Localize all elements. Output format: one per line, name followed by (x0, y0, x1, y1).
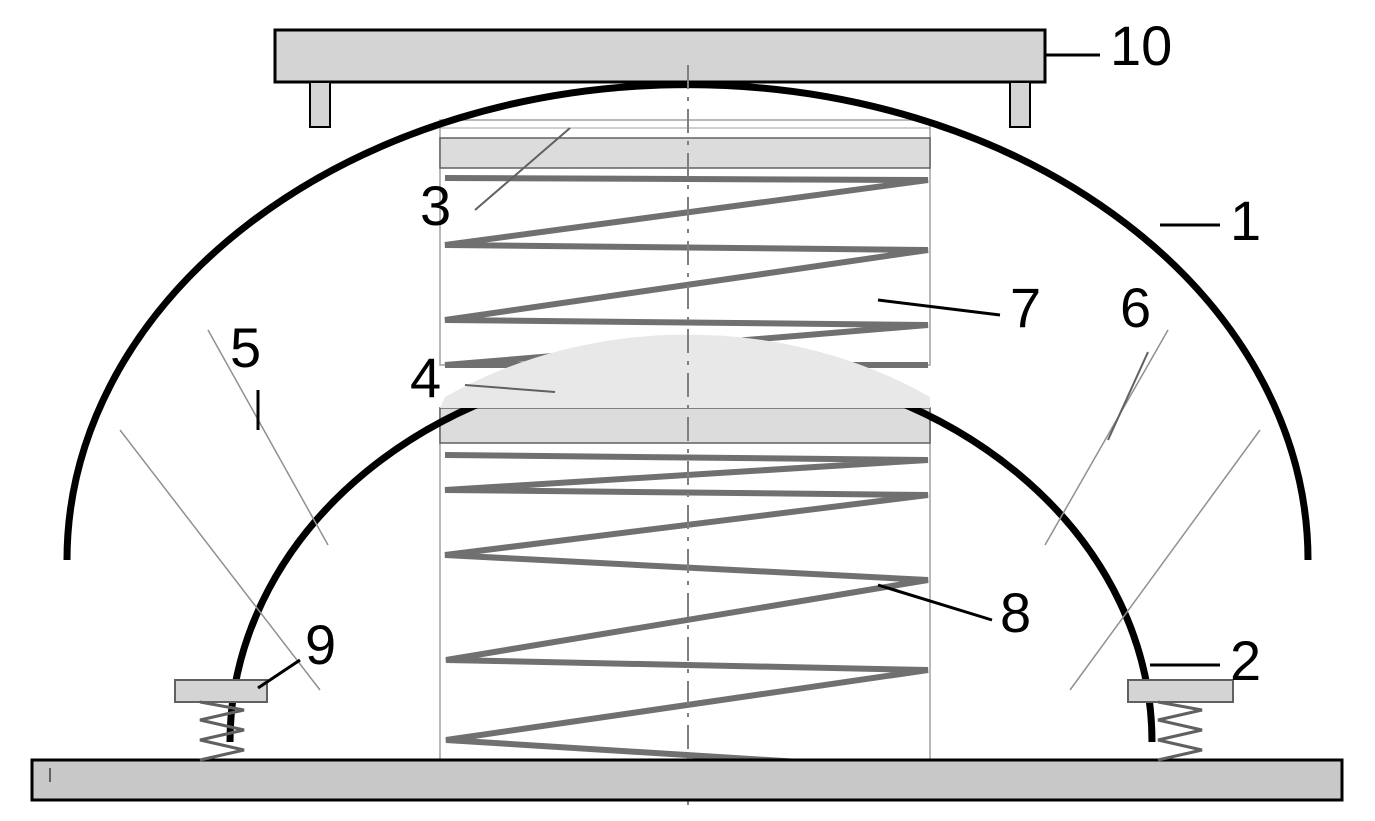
upper-spring-cap (440, 138, 930, 168)
label-10: 10 (1110, 13, 1172, 78)
label-2: 2 (1230, 628, 1261, 693)
lower-spring (445, 455, 928, 770)
diagram-svg (0, 0, 1375, 821)
label-6: 6 (1120, 275, 1151, 340)
radial-line-left-2 (208, 330, 328, 545)
bottom-plate (32, 760, 1342, 800)
label-1: 1 (1230, 188, 1261, 253)
radial-line-right-2 (1045, 330, 1168, 545)
leader-9 (258, 660, 300, 688)
label-3: 3 (420, 173, 451, 238)
top-plate-leg-right (1010, 82, 1030, 127)
small-plate-left (175, 680, 267, 702)
small-plate-right (1128, 680, 1233, 702)
leader-7 (878, 300, 1000, 315)
label-8: 8 (1000, 580, 1031, 645)
label-4: 4 (410, 345, 441, 410)
label-7: 7 (1010, 275, 1041, 340)
lower-spring-cap (440, 408, 930, 443)
top-plate-leg-left (310, 82, 330, 127)
technical-diagram: 1 2 3 4 5 6 7 8 9 10 (0, 0, 1375, 821)
label-9: 9 (305, 612, 336, 677)
label-5: 5 (230, 315, 261, 380)
small-spring-left (200, 702, 244, 760)
small-spring-right (1158, 702, 1202, 760)
leader-8 (878, 585, 992, 620)
leader-6 (1108, 352, 1148, 440)
inner-arc-shade (440, 335, 930, 408)
top-plate (275, 30, 1045, 82)
